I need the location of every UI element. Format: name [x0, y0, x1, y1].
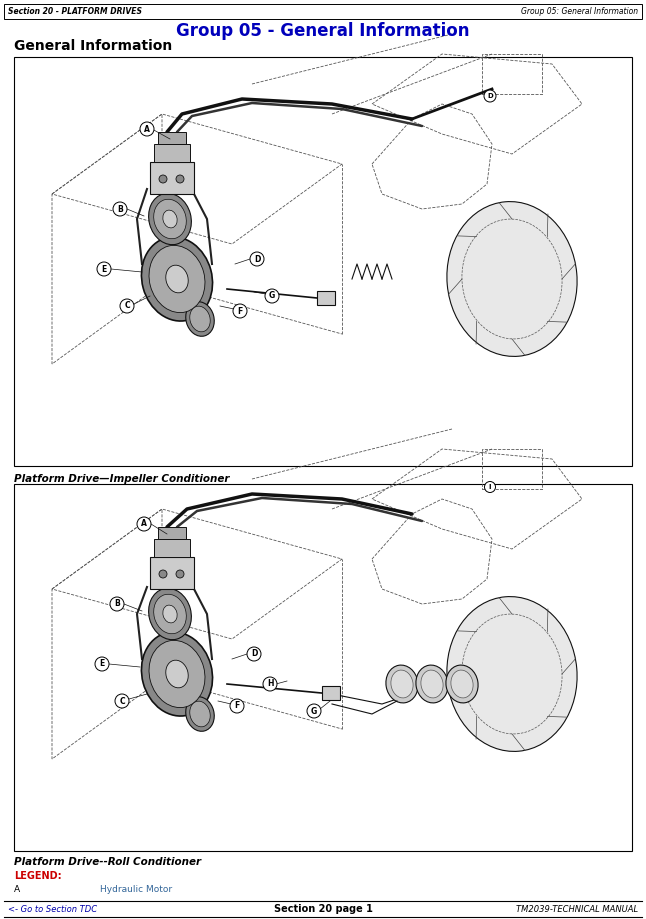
Bar: [14, 57, 632, 466]
Text: H: H: [267, 679, 273, 688]
Bar: [158, 527, 186, 539]
Ellipse shape: [166, 660, 188, 687]
Text: C: C: [124, 301, 130, 311]
Bar: [150, 162, 194, 194]
Circle shape: [484, 482, 495, 493]
Text: D: D: [254, 255, 260, 264]
Text: E: E: [101, 265, 107, 274]
Ellipse shape: [154, 199, 186, 239]
Bar: [322, 686, 340, 700]
Circle shape: [176, 175, 184, 183]
Ellipse shape: [186, 301, 214, 336]
Circle shape: [233, 304, 247, 318]
Text: G: G: [269, 291, 275, 301]
Text: General Information: General Information: [14, 39, 172, 53]
Text: I: I: [489, 484, 491, 490]
Circle shape: [159, 175, 167, 183]
Text: C: C: [120, 697, 125, 706]
Circle shape: [140, 122, 154, 136]
Text: E: E: [99, 660, 105, 668]
Text: Platform Drive--Roll Conditioner: Platform Drive--Roll Conditioner: [14, 857, 201, 867]
Ellipse shape: [149, 588, 191, 640]
Bar: [14, 484, 632, 851]
Ellipse shape: [163, 210, 177, 228]
Ellipse shape: [391, 670, 413, 698]
Circle shape: [176, 570, 184, 578]
Bar: [317, 291, 335, 305]
Bar: [154, 539, 190, 557]
Text: D: D: [487, 93, 493, 99]
Ellipse shape: [447, 596, 577, 752]
Text: G: G: [311, 707, 317, 716]
Circle shape: [115, 694, 129, 708]
Bar: [150, 557, 194, 589]
Text: A: A: [141, 519, 147, 528]
Ellipse shape: [141, 237, 213, 321]
Ellipse shape: [451, 670, 473, 698]
Circle shape: [97, 262, 111, 276]
Text: Platform Drive—Impeller Conditioner: Platform Drive—Impeller Conditioner: [14, 474, 229, 484]
Circle shape: [137, 517, 151, 531]
Circle shape: [263, 677, 277, 691]
Ellipse shape: [446, 665, 478, 703]
Circle shape: [247, 647, 261, 661]
Text: F: F: [234, 701, 240, 710]
Circle shape: [110, 597, 124, 611]
Ellipse shape: [149, 641, 205, 708]
Bar: [482, 449, 542, 489]
Circle shape: [265, 289, 279, 303]
Circle shape: [250, 252, 264, 266]
Bar: [4, 4, 642, 19]
Bar: [154, 144, 190, 162]
Ellipse shape: [186, 697, 214, 732]
Ellipse shape: [149, 193, 191, 244]
Ellipse shape: [141, 632, 213, 716]
Text: Group 05 - General Information: Group 05 - General Information: [176, 22, 470, 40]
Text: LEGEND:: LEGEND:: [14, 871, 61, 881]
Ellipse shape: [386, 665, 418, 703]
Text: TM2039-TECHNICAL MANUAL: TM2039-TECHNICAL MANUAL: [516, 904, 638, 913]
Ellipse shape: [190, 701, 210, 727]
Circle shape: [113, 202, 127, 216]
Ellipse shape: [166, 266, 188, 293]
Bar: [158, 132, 186, 144]
Text: Section 20 page 1: Section 20 page 1: [273, 904, 373, 914]
Ellipse shape: [154, 595, 186, 634]
Circle shape: [95, 657, 109, 671]
Ellipse shape: [421, 670, 443, 698]
Text: D: D: [251, 650, 257, 659]
Circle shape: [159, 570, 167, 578]
Text: Section 20 - PLATFORM DRIVES: Section 20 - PLATFORM DRIVES: [8, 7, 142, 16]
Circle shape: [484, 90, 496, 102]
Ellipse shape: [447, 201, 577, 357]
Bar: [482, 54, 542, 94]
Text: B: B: [117, 205, 123, 213]
Text: B: B: [114, 599, 120, 608]
Text: Group 05: General Information: Group 05: General Information: [521, 7, 638, 16]
Ellipse shape: [190, 306, 210, 332]
Circle shape: [120, 299, 134, 313]
Circle shape: [230, 699, 244, 713]
Circle shape: [307, 704, 321, 718]
Text: A: A: [144, 124, 150, 133]
Text: F: F: [237, 307, 243, 315]
Text: A: A: [14, 885, 20, 894]
Text: <- Go to Section TDC: <- Go to Section TDC: [8, 904, 97, 913]
Text: Hydraulic Motor: Hydraulic Motor: [100, 885, 172, 894]
Ellipse shape: [163, 605, 177, 623]
Ellipse shape: [416, 665, 448, 703]
Ellipse shape: [149, 245, 205, 312]
